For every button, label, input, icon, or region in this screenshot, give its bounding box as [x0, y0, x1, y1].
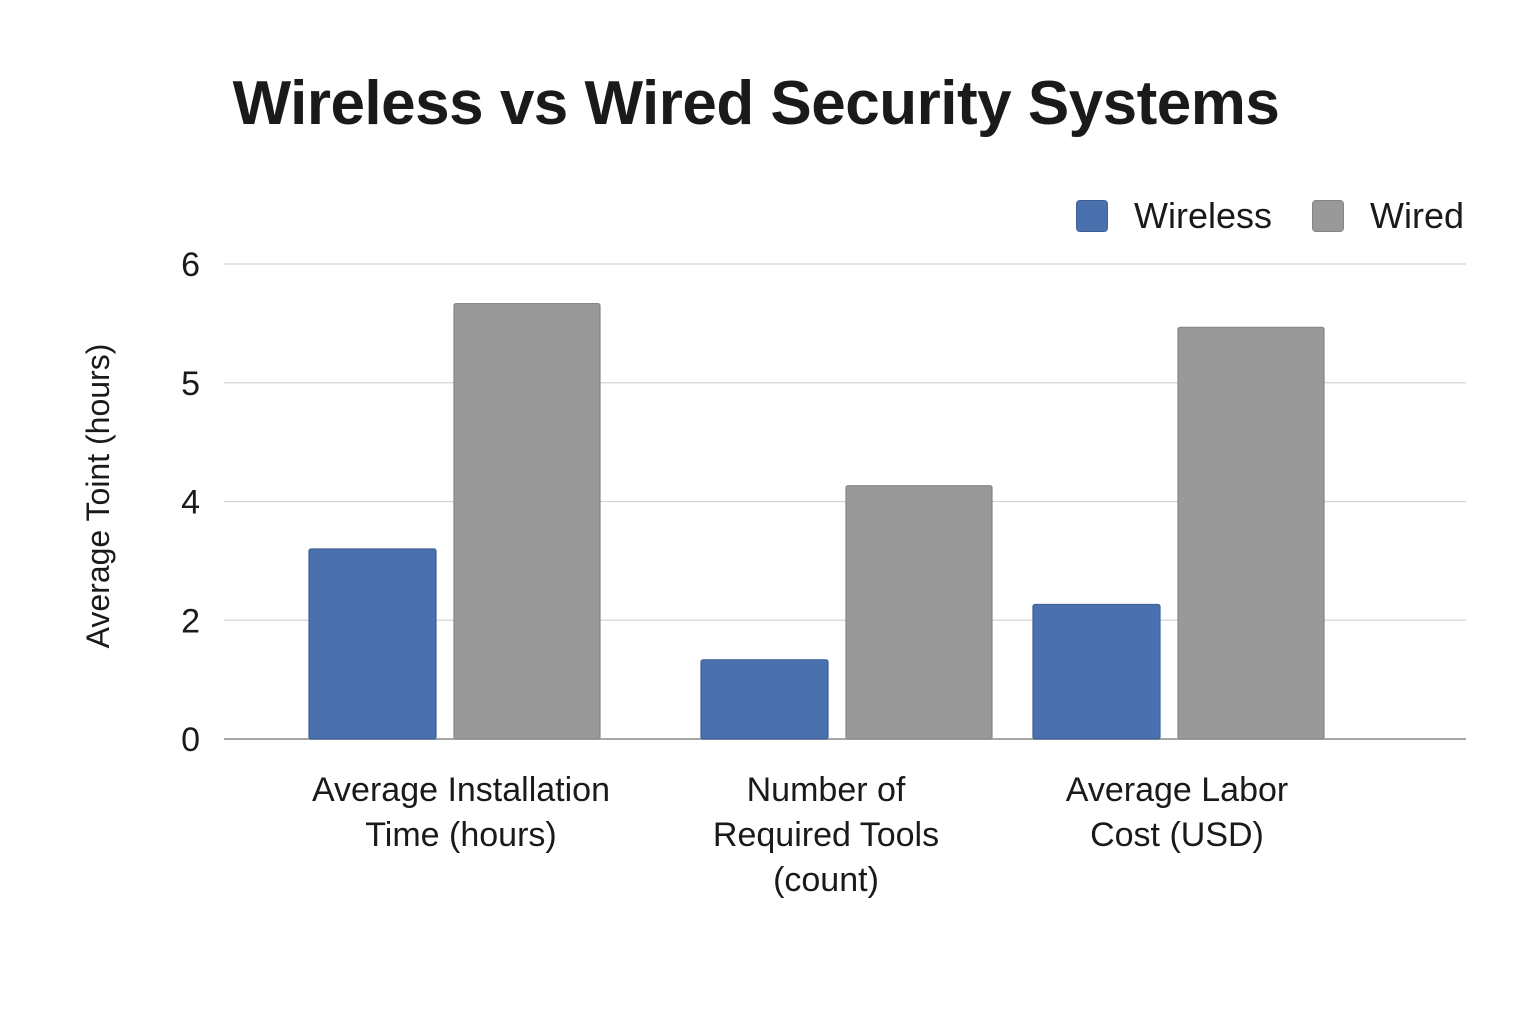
- x-tick-label: Average Labor Cost (USD): [1066, 771, 1288, 854]
- bar-wired-2: [1177, 326, 1325, 740]
- bar-wireless-0: [308, 548, 437, 740]
- y-tick-label: 2: [181, 602, 200, 640]
- y-tick-label: 6: [181, 246, 200, 284]
- y-tick-label: 4: [181, 484, 200, 522]
- legend: Wireless Wired: [1076, 195, 1464, 237]
- x-tick-label: Average Installation Time (hours): [312, 771, 610, 854]
- chart-title: Wireless vs Wired Security Systems: [232, 69, 1280, 138]
- legend-label-wireless: Wireless: [1134, 195, 1273, 236]
- legend-item-wired: Wired: [1312, 195, 1464, 237]
- legend-swatch-wireless: [1076, 200, 1108, 232]
- bar-wired-1: [845, 485, 993, 740]
- legend-item-wireless: Wireless: [1076, 195, 1272, 237]
- x-tick-label: Number of Required Tools (count): [713, 771, 939, 899]
- bar-wireless-2: [1032, 603, 1161, 740]
- y-tick-label: 5: [181, 365, 200, 403]
- bar-wireless-1: [700, 659, 829, 740]
- y-axis-label: Average Toint (hours): [80, 343, 116, 649]
- legend-swatch-wired: [1312, 200, 1345, 232]
- y-tick-label: 0: [181, 721, 200, 759]
- legend-label-wired: Wired: [1370, 195, 1465, 236]
- bar-wired-0: [453, 302, 601, 740]
